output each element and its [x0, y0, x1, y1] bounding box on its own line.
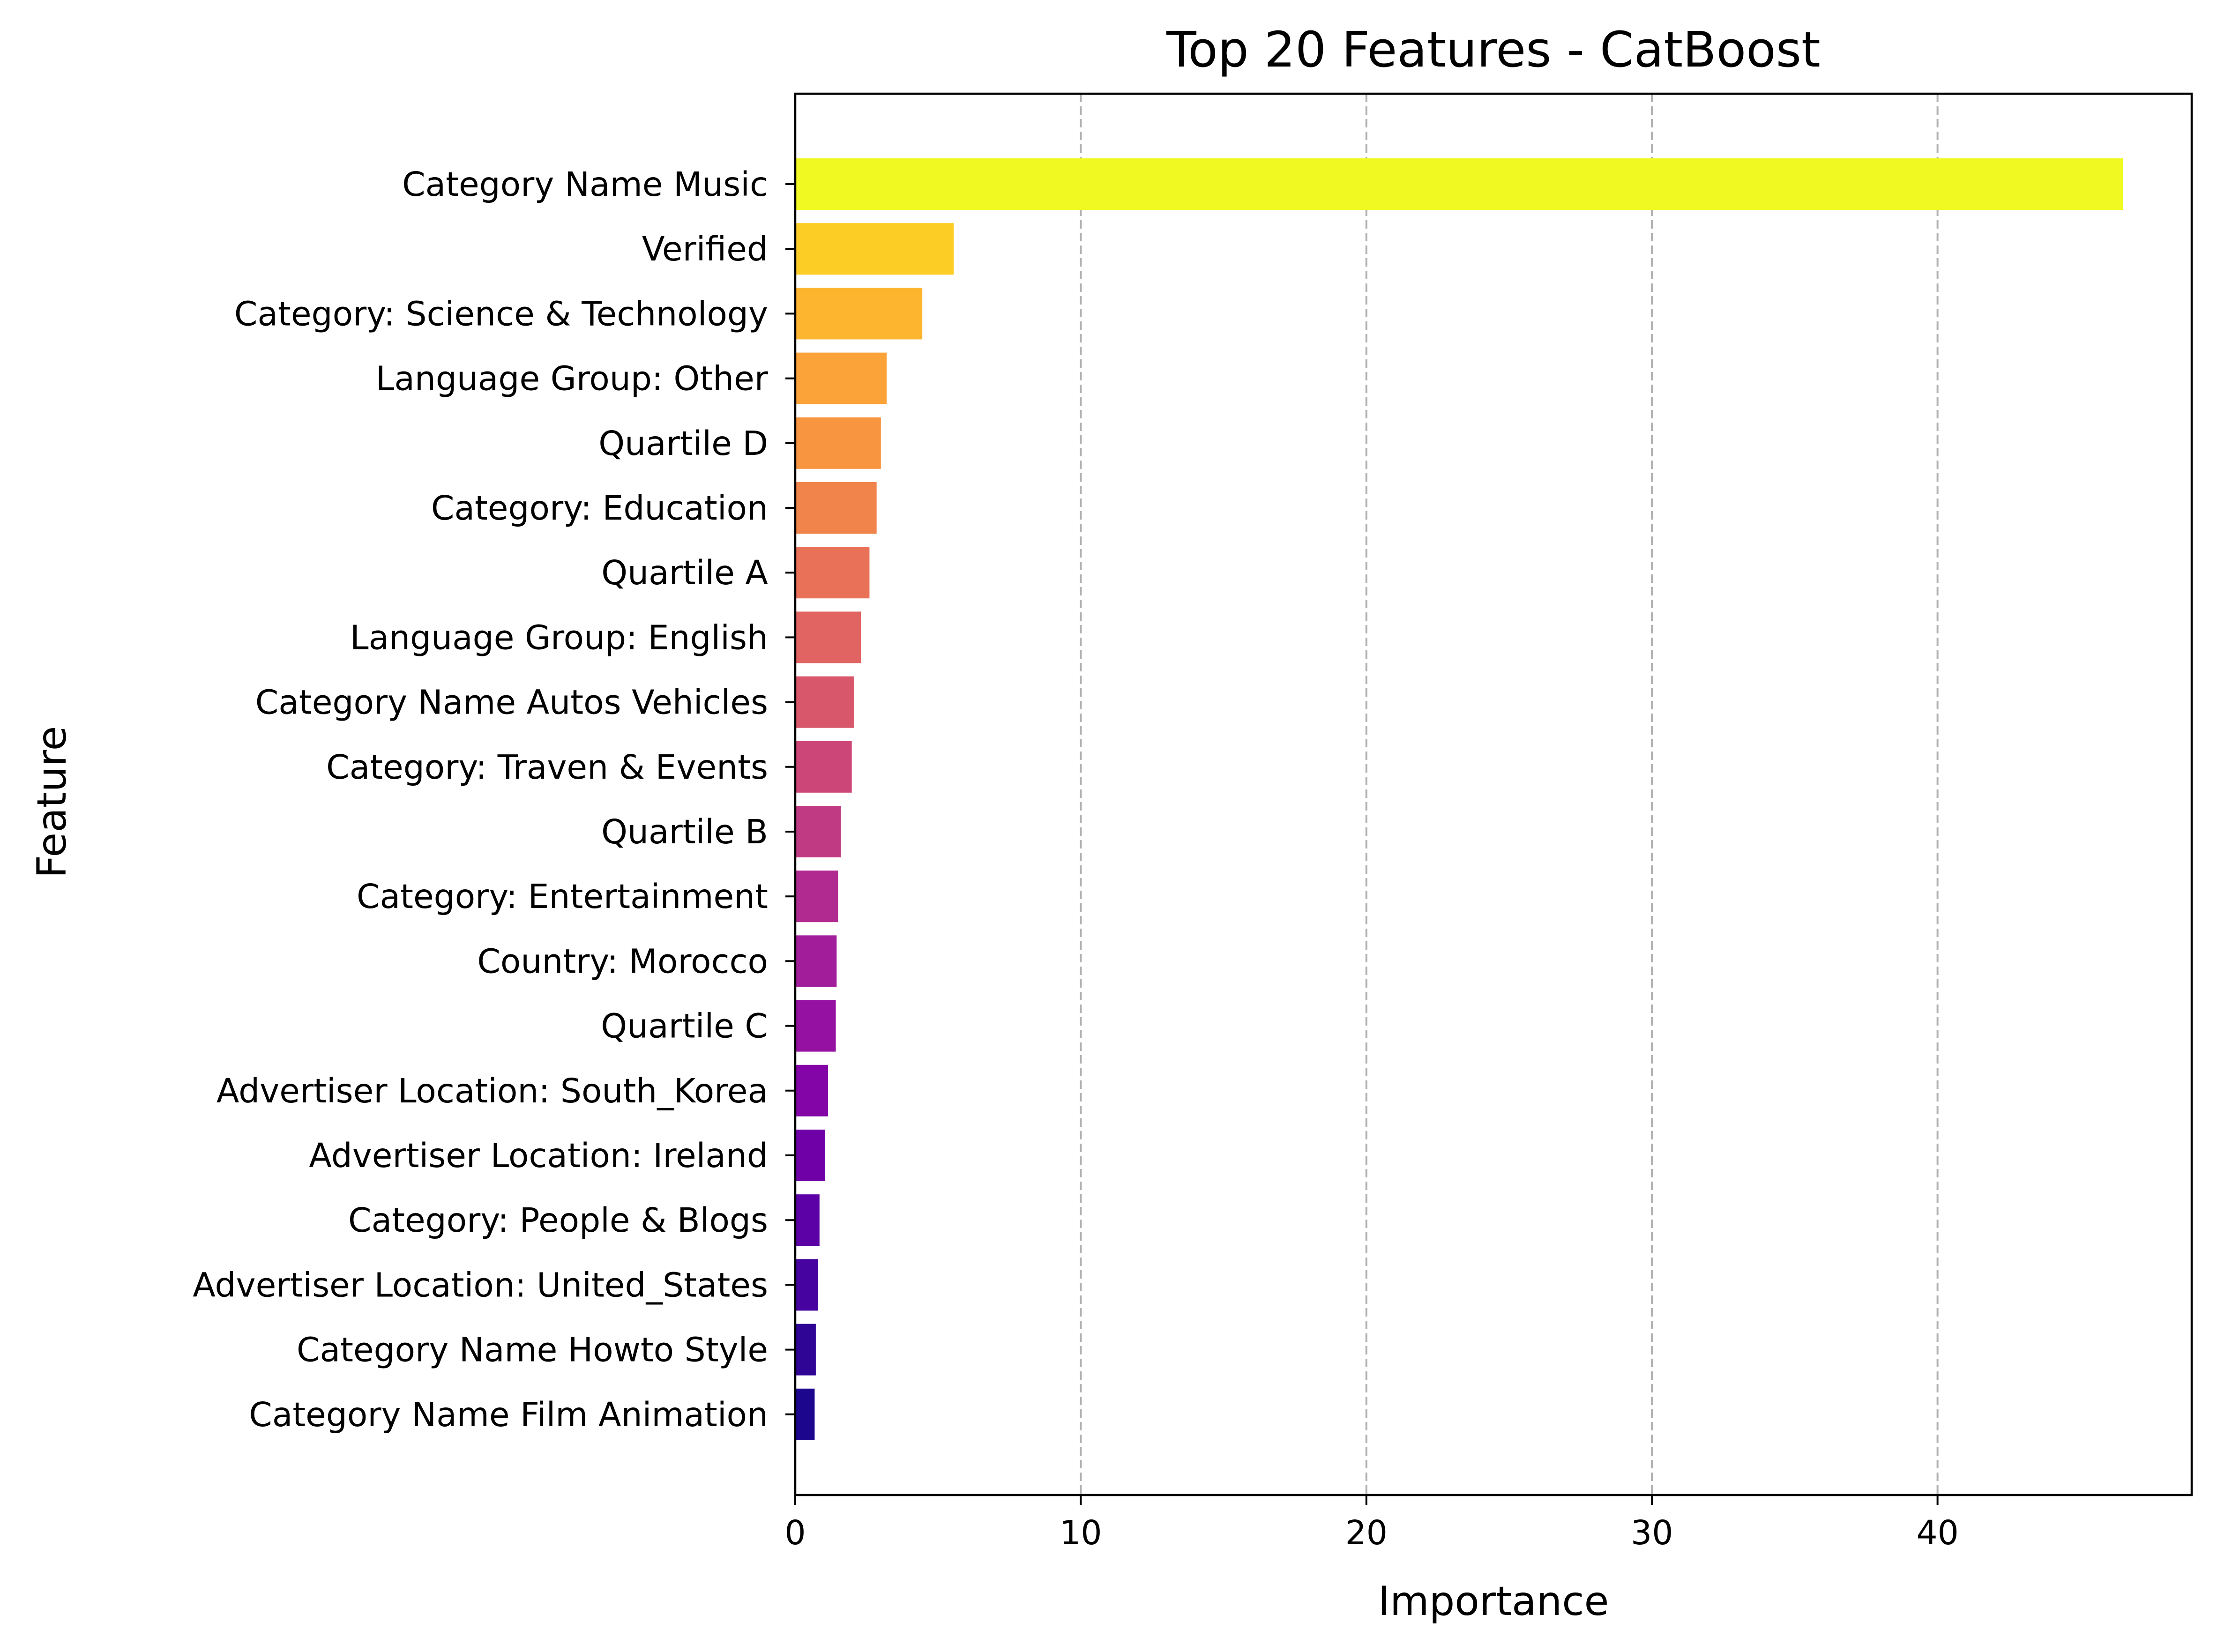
- y-tick-label: Quartile B: [601, 812, 768, 851]
- bar: [795, 482, 877, 534]
- bar: [795, 1064, 829, 1116]
- plot-frame: [794, 92, 2193, 1496]
- x-axis-label: Importance: [1378, 1578, 1609, 1625]
- y-tick-label: Advertiser Location: South_Korea: [216, 1072, 768, 1110]
- bar: [795, 223, 954, 275]
- bar: [795, 676, 854, 728]
- y-tick-label: Quartile D: [598, 424, 768, 463]
- bar: [795, 871, 838, 923]
- y-tick-label: Advertiser Location: United_States: [193, 1265, 768, 1304]
- y-tick-label: Verified: [642, 230, 768, 268]
- x-gridlines: [1080, 94, 1939, 1495]
- bar: [795, 935, 837, 987]
- bar: [795, 1259, 818, 1311]
- y-tick-label: Quartile C: [601, 1007, 768, 1046]
- y-tick-label: Category: Entertainment: [357, 877, 768, 916]
- y-axis-label: Feature: [29, 726, 75, 878]
- y-tick-label: Quartile A: [601, 553, 768, 592]
- y-tick-label: Category Name Howto Style: [297, 1331, 768, 1369]
- bar: [795, 352, 887, 404]
- bar: [795, 158, 2123, 210]
- y-tick-label: Language Group: English: [350, 618, 768, 657]
- bars: [795, 158, 2123, 1440]
- y-tick-label: Country: Morocco: [477, 942, 768, 981]
- y-tick-label: Category Name Music: [402, 165, 768, 204]
- x-tick-label: 10: [1060, 1513, 1102, 1552]
- bar: [795, 417, 881, 469]
- bar: [795, 547, 870, 599]
- y-tick-label: Language Group: Other: [376, 359, 769, 398]
- y-tick-label: Category: Traven & Events: [326, 748, 768, 787]
- bar: [795, 1324, 816, 1376]
- bar: [795, 288, 923, 340]
- y-axis-ticks: Category Name Music Verified Category: Sci…: [193, 165, 795, 1434]
- bar: [795, 1130, 825, 1181]
- bar: [795, 741, 852, 793]
- y-tick-label: Advertiser Location: Ireland: [309, 1136, 768, 1175]
- y-tick-label: Category: Science & Technology: [234, 294, 768, 333]
- bar: [795, 1000, 836, 1052]
- bar: [795, 806, 841, 857]
- y-tick-label: Category: People & Blogs: [348, 1201, 768, 1240]
- x-tick-label: 0: [784, 1513, 806, 1552]
- bar: [795, 611, 861, 663]
- x-tick-label: 30: [1631, 1513, 1673, 1552]
- y-tick-label: Category Name Film Animation: [249, 1395, 768, 1434]
- bar: [795, 1388, 815, 1440]
- y-tick-label: Category: Education: [431, 489, 768, 528]
- chart-title: Top 20 Features - CatBoost: [1166, 21, 1820, 78]
- y-tick-label: Category Name Autos Vehicles: [255, 683, 768, 722]
- bar: [795, 1194, 820, 1246]
- x-axis-ticks: 0 10 20 30 40: [784, 1495, 1959, 1552]
- x-tick-label: 20: [1345, 1513, 1388, 1552]
- x-tick-label: 40: [1916, 1513, 1958, 1552]
